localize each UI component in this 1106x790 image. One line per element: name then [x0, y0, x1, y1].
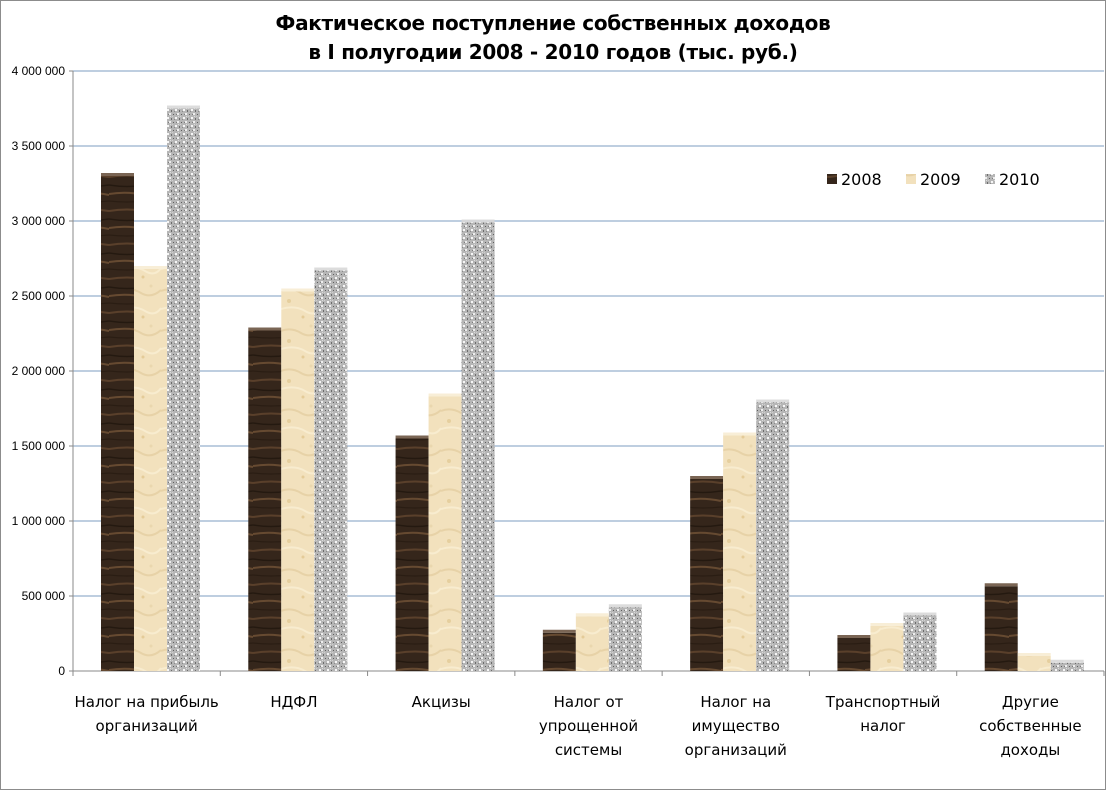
y-tick-label: 2 500 000: [12, 289, 66, 303]
x-category-label-line: Налог на прибыль: [75, 693, 219, 711]
chart-title: Фактическое поступление собственных дохо…: [1, 9, 1105, 67]
x-category-label-line: доходы: [1000, 741, 1060, 759]
x-category-label-line: Налог на: [700, 693, 771, 711]
y-tick-label: 1 000 000: [12, 514, 66, 528]
bars: [101, 105, 1084, 671]
bar-2010-cat7: [1050, 662, 1084, 671]
legend-swatch-2010: [985, 174, 995, 184]
x-category-label-line: системы: [555, 741, 622, 759]
y-tick-label: 2 000 000: [12, 364, 66, 378]
bar-2009-cat6: [870, 626, 904, 671]
legend: 2008 2009 2010: [827, 170, 1040, 189]
axes: [69, 70, 1105, 676]
bar-2008-cat3: [395, 438, 429, 671]
bar-top-2009-cat1: [134, 266, 167, 269]
bar-2008-cat5: [690, 479, 724, 671]
bar-2010-cat5: [756, 402, 790, 671]
bar-2008-cat4: [542, 632, 576, 671]
bar-2008-cat7: [984, 586, 1018, 671]
x-category-label-line: организаций: [685, 741, 787, 759]
bar-2010-cat1: [167, 108, 200, 671]
bar-top-2010-cat5: [756, 399, 790, 403]
bar-2009-cat7: [1017, 656, 1051, 671]
x-category-label-line: собственные: [979, 717, 1081, 735]
y-axis-tick-labels: 0 500 000 1 000 000 1 500 000 2 000 000 2 500…: [12, 64, 66, 678]
bar-2008-cat1: [101, 176, 134, 671]
x-category-label: Налог на прибыль организаций: [75, 693, 219, 735]
bar-2008-cat6: [837, 638, 871, 671]
bar-top-2010-cat2: [314, 267, 348, 271]
bar-top-2008-cat3: [395, 435, 429, 439]
bar-top-2009-cat3: [428, 393, 462, 397]
y-tick-label: 0: [58, 664, 65, 678]
y-tick-label: 500 000: [22, 589, 66, 603]
bar-top-2010-cat6: [903, 612, 937, 616]
x-category-label-line: Акцизы: [412, 693, 471, 711]
chart-title-line-2: в I полугодии 2008 - 2010 годов (тыс. ру…: [308, 40, 798, 64]
bar-top-2008-cat1: [101, 173, 134, 176]
bar-top-2009-cat6: [870, 623, 904, 626]
bar-top-2009-cat7: [1017, 653, 1051, 656]
x-category-label: Акцизы: [412, 693, 471, 711]
legend-label-2008: 2008: [841, 170, 882, 189]
bar-top-2008-cat4: [542, 629, 576, 633]
x-category-label-line: организаций: [96, 717, 198, 735]
legend-swatch-2009: [906, 174, 916, 184]
bar-top-2010-cat7: [1050, 659, 1084, 663]
x-axis-category-labels: Налог на прибыль организаций НДФЛ Акцизы Нал…: [75, 693, 1082, 759]
bar-2010-cat3: [461, 222, 495, 671]
y-tick-label: 1 500 000: [12, 439, 66, 453]
bar-top-2009-cat2: [281, 288, 315, 292]
x-category-label: Налог от упрощенной системы: [539, 693, 638, 759]
x-category-label-line: Другие: [1002, 693, 1059, 711]
bar-top-2008-cat2: [248, 327, 282, 331]
bar-2008-cat2: [248, 330, 282, 671]
bar-top-2008-cat6: [837, 635, 871, 638]
bar-top-2010-cat1: [167, 105, 200, 109]
bar-top-2010-cat3: [461, 219, 495, 223]
bar-top-2008-cat5: [690, 476, 724, 479]
bar-2009-cat5: [723, 435, 757, 671]
bar-2009-cat4: [575, 616, 609, 671]
bar-top-2009-cat5: [723, 432, 757, 436]
bar-top-2010-cat4: [608, 604, 642, 608]
chart-title-line-1: Фактическое поступление собственных дохо…: [275, 11, 831, 35]
bar-2009-cat1: [134, 269, 167, 671]
bar-top-2009-cat4: [575, 613, 609, 617]
legend-label-2009: 2009: [920, 170, 961, 189]
x-category-label-line: налог: [860, 717, 906, 735]
x-category-label: Налог на имущество организаций: [685, 693, 787, 759]
x-category-label: Транспортный налог: [825, 693, 941, 735]
x-category-label-line: упрощенной: [539, 717, 638, 735]
bar-2009-cat3: [428, 396, 462, 671]
gridlines: [73, 70, 1104, 597]
y-tick-label: 3 500 000: [12, 139, 66, 153]
bar-2010-cat6: [903, 615, 937, 671]
bar-2010-cat4: [608, 607, 642, 671]
x-category-label: Другие собственные доходы: [979, 693, 1081, 759]
legend-swatch-2008: [827, 174, 837, 184]
x-category-label-line: Транспортный: [825, 693, 941, 711]
legend-label-2010: 2010: [999, 170, 1040, 189]
y-tick-label: 4 000 000: [12, 64, 66, 78]
y-tick-label: 3 000 000: [12, 214, 66, 228]
x-category-label-line: имущество: [692, 717, 780, 735]
x-category-label-line: НДФЛ: [270, 693, 317, 711]
bar-2010-cat2: [314, 270, 348, 671]
x-category-label-line: Налог от: [554, 693, 624, 711]
bar-top-2008-cat7: [984, 583, 1018, 587]
x-category-label: НДФЛ: [270, 693, 317, 711]
bar-2009-cat2: [281, 291, 315, 671]
